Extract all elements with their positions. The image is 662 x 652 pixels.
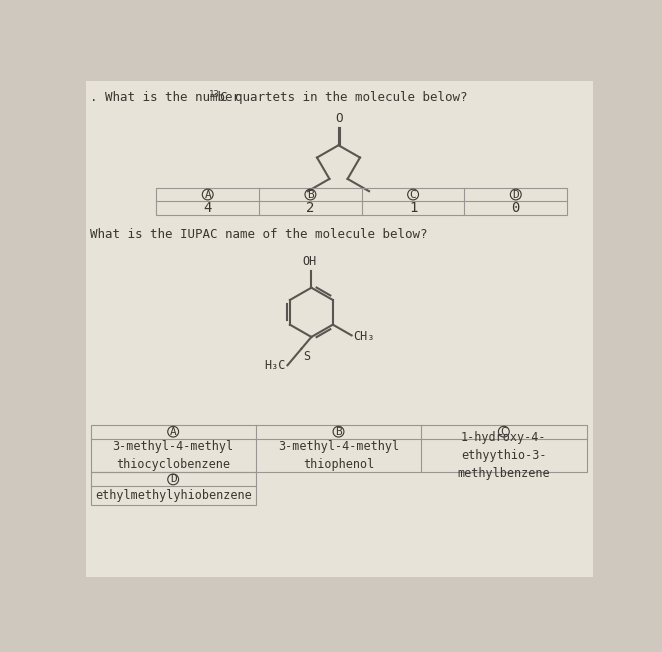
- Text: 1-hydroxy-4-
ethyythio-3-
methylbenzene: 1-hydroxy-4- ethyythio-3- methylbenzene: [457, 431, 550, 480]
- Text: 1: 1: [409, 201, 417, 215]
- FancyBboxPatch shape: [86, 82, 592, 577]
- Text: O: O: [335, 112, 342, 125]
- Text: What is the IUPAC name of the molecule below?: What is the IUPAC name of the molecule b…: [91, 228, 428, 241]
- Text: 3-methyl-4-methyl
thiophenol: 3-methyl-4-methyl thiophenol: [278, 440, 399, 471]
- Text: CH₃: CH₃: [354, 331, 375, 344]
- Text: C quartets in the molecule below?: C quartets in the molecule below?: [220, 91, 467, 104]
- Text: 4: 4: [203, 201, 212, 215]
- Text: B: B: [335, 426, 342, 437]
- Text: S: S: [303, 350, 310, 363]
- Text: 13: 13: [209, 90, 220, 99]
- Text: 2: 2: [307, 201, 314, 215]
- Text: OH: OH: [303, 256, 317, 269]
- Bar: [91, 424, 587, 473]
- Text: A: A: [169, 426, 177, 437]
- Text: D: D: [512, 190, 519, 200]
- Text: A: A: [205, 190, 211, 200]
- Text: D: D: [169, 475, 177, 484]
- Text: B: B: [307, 190, 314, 200]
- Text: 0: 0: [512, 201, 520, 215]
- Bar: [91, 473, 256, 505]
- Bar: [156, 188, 567, 215]
- Text: ethylmethylyhiobenzene: ethylmethylyhiobenzene: [95, 489, 252, 502]
- Text: H₃C: H₃C: [263, 359, 285, 372]
- Text: . What is the number: . What is the number: [91, 91, 248, 104]
- Text: C: C: [410, 190, 416, 200]
- Text: 3-methyl-4-methyl
thiocyclobenzene: 3-methyl-4-methyl thiocyclobenzene: [113, 440, 234, 471]
- Text: C: C: [500, 426, 507, 437]
